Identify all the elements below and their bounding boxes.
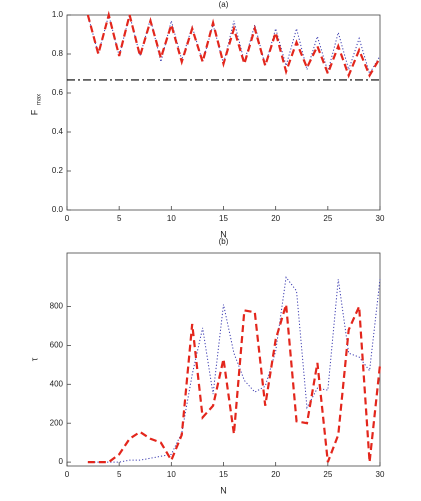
y-tick-label: 0.4 — [52, 127, 64, 136]
y-tick-label: 1.0 — [52, 10, 64, 19]
x-tick-label: 20 — [271, 214, 280, 223]
x-tick-label: 5 — [117, 470, 122, 479]
y-tick-label: 200 — [50, 418, 64, 427]
data-line — [86, 10, 381, 79]
panel-title: (b) — [219, 237, 229, 246]
x-tick-label: 25 — [323, 470, 332, 479]
y-tick-label: 0.2 — [52, 166, 64, 175]
y-tick-label: 0.8 — [52, 49, 64, 58]
data-line — [87, 13, 381, 75]
y-axis-label: τ — [29, 357, 39, 361]
plot-frame — [66, 14, 381, 211]
y-tick-label: 0.6 — [52, 88, 64, 97]
x-axis-label: N — [220, 229, 227, 239]
x-tick-label: 30 — [376, 470, 385, 479]
y-tick-label: 800 — [50, 302, 64, 311]
x-tick-label: 10 — [167, 214, 176, 223]
x-tick-label: 20 — [271, 470, 280, 479]
data-line — [87, 304, 382, 464]
x-axis-label: N — [220, 485, 227, 495]
y-tick-label: 600 — [50, 341, 64, 350]
x-tick-label: 15 — [219, 470, 228, 479]
x-tick-label: 15 — [219, 214, 228, 223]
x-tick-label: 10 — [167, 470, 176, 479]
y-axis-label: F — [29, 109, 39, 115]
x-tick-label: 30 — [376, 214, 385, 223]
y-axis-label-subscript: max — [37, 94, 43, 105]
plot-frame — [66, 252, 381, 467]
y-tick-label: 0 — [59, 457, 64, 466]
x-tick-label: 25 — [323, 214, 332, 223]
panel-title: (a) — [219, 0, 229, 9]
y-tick-label: 400 — [50, 379, 64, 388]
x-tick-label: 0 — [65, 470, 70, 479]
data-line — [87, 276, 381, 463]
x-tick-label: 0 — [65, 214, 70, 223]
x-tick-label: 5 — [117, 214, 122, 223]
y-tick-label: 0.0 — [52, 205, 64, 214]
